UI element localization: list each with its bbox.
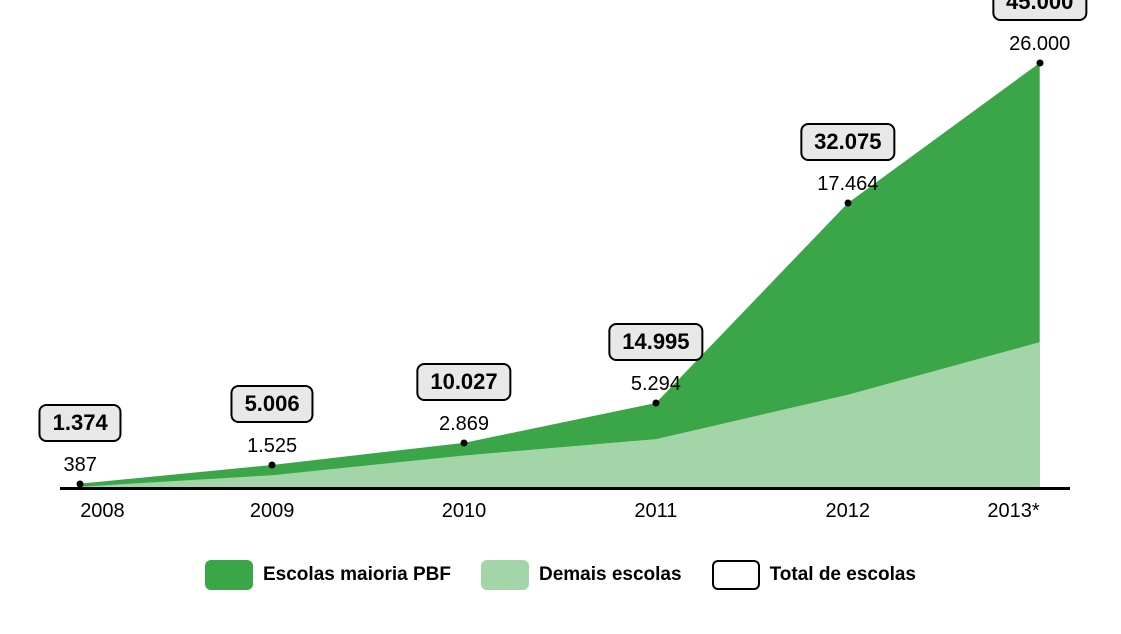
chart-area: 3871.3741.5255.0062.86910.0275.29414.995… bbox=[60, 30, 1070, 490]
data-point bbox=[461, 439, 468, 446]
data-point bbox=[1036, 59, 1043, 66]
total-badge: 5.006 bbox=[231, 385, 314, 423]
series-value-label: 2.869 bbox=[439, 413, 489, 436]
series-value-label: 17.464 bbox=[817, 173, 878, 196]
series-value-label: 5.294 bbox=[631, 373, 681, 396]
x-axis-label: 2012 bbox=[826, 500, 871, 523]
total-badge: 1.374 bbox=[39, 404, 122, 442]
data-point bbox=[844, 200, 851, 207]
series-value-label: 1.525 bbox=[247, 435, 297, 458]
series-value-label: 26.000 bbox=[1009, 33, 1070, 56]
x-axis-labels: 2008 2009 2010 2011 2012 2013* bbox=[60, 492, 1070, 522]
data-point bbox=[652, 400, 659, 407]
legend-item-total: Total de escolas bbox=[712, 560, 916, 590]
total-badge: 32.075 bbox=[800, 123, 895, 161]
total-badge: 45.000 bbox=[992, 0, 1087, 21]
total-badge: 10.027 bbox=[416, 363, 511, 401]
legend-swatch-pbf bbox=[205, 560, 253, 590]
total-badge: 14.995 bbox=[608, 323, 703, 361]
overlay-layer: 3871.3741.5255.0062.86910.0275.29414.995… bbox=[60, 30, 1070, 490]
x-axis-label: 2009 bbox=[250, 500, 295, 523]
legend-label-total: Total de escolas bbox=[770, 564, 916, 586]
x-axis-label: 2008 bbox=[80, 500, 125, 523]
legend-swatch-demais bbox=[481, 560, 529, 590]
x-axis-label: 2010 bbox=[442, 500, 487, 523]
legend: Escolas maioria PBF Demais escolas Total… bbox=[0, 560, 1121, 590]
data-point bbox=[269, 461, 276, 468]
series-value-label: 387 bbox=[64, 454, 97, 477]
legend-item-pbf: Escolas maioria PBF bbox=[205, 560, 451, 590]
x-axis bbox=[60, 487, 1070, 490]
x-axis-label: 2013* bbox=[987, 500, 1039, 523]
legend-label-demais: Demais escolas bbox=[539, 564, 682, 586]
x-axis-label: 2011 bbox=[634, 500, 677, 523]
legend-swatch-total bbox=[712, 560, 760, 590]
legend-label-pbf: Escolas maioria PBF bbox=[263, 564, 451, 586]
legend-item-demais: Demais escolas bbox=[481, 560, 682, 590]
